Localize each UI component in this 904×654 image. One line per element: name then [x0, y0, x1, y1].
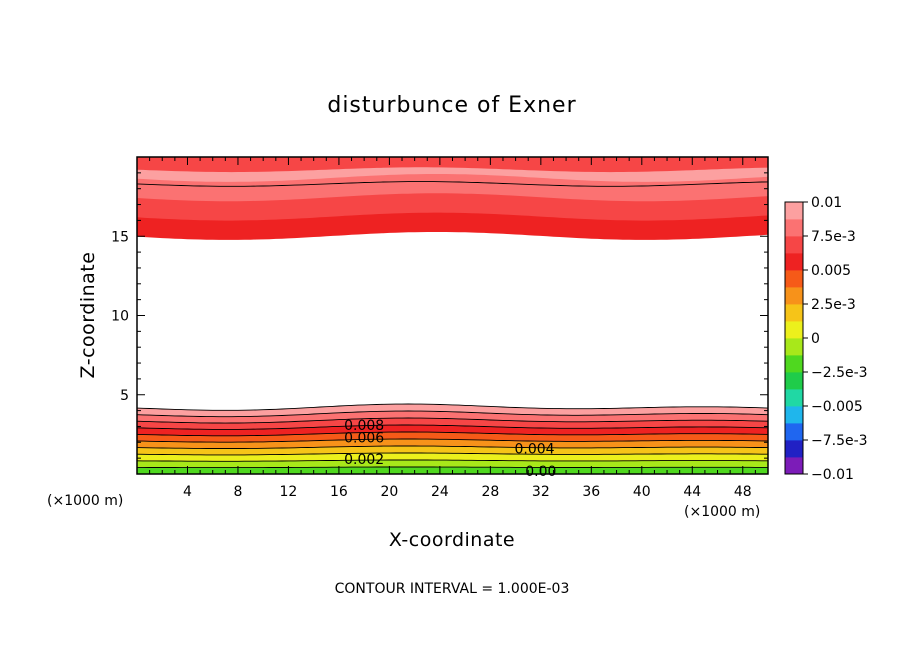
colorbar-swatch	[785, 321, 803, 339]
colorbar-label: −2.5e-3	[811, 365, 868, 381]
colorbar: 0.01 7.5e-3 0.005 2.5e-3 0 −2.5e-3 −0.005 −7.5e…	[784, 195, 868, 483]
contour-line	[137, 410, 768, 418]
colorbar-label: −7.5e-3	[811, 433, 868, 449]
colorbar-label: 0	[811, 331, 820, 347]
contour-line	[137, 438, 768, 443]
y-tick-label: 10	[111, 309, 129, 325]
x-tick-label: 20	[380, 484, 398, 500]
colorbar-swatch	[785, 219, 803, 237]
x-tick-label: 12	[280, 484, 298, 500]
colorbar-swatch	[785, 355, 803, 373]
y-axis-ticks: 5 10 15	[111, 172, 768, 459]
contour-line	[137, 181, 768, 187]
x-tick-label: 36	[582, 484, 600, 500]
colorbar-swatch	[785, 304, 803, 322]
contour-label: 0.006	[344, 431, 384, 447]
colorbar-swatch	[785, 423, 803, 441]
colorbar-swatch	[785, 270, 803, 288]
contour-line	[137, 452, 768, 456]
colorbar-swatch	[785, 389, 803, 407]
x-tick-label: 28	[481, 484, 499, 500]
x-tick-label: 40	[633, 484, 651, 500]
contour-field	[137, 157, 768, 482]
colorbar-label: 0.01	[811, 195, 842, 211]
colorbar-label: 7.5e-3	[811, 229, 856, 245]
colorbar-swatch	[785, 440, 803, 458]
x-tick-label: 16	[330, 484, 348, 500]
y-tick-label: 5	[120, 388, 129, 404]
contour-line	[137, 403, 768, 411]
contour-interval-note: CONTOUR INTERVAL = 1.000E-03	[335, 581, 570, 597]
chart-title: disturbunce of Exner	[327, 93, 576, 118]
x-axis-ticks: 4 8 12 16 20 24 28 32 36 40 44 48	[149, 157, 756, 500]
contour-line	[137, 431, 768, 437]
contour-line	[137, 445, 768, 449]
contour-line	[137, 459, 768, 462]
x-unit-left: (×1000 m)	[47, 493, 123, 509]
contour-label: 0.008	[344, 418, 384, 434]
contour-line	[137, 466, 768, 469]
lower-band	[137, 474, 768, 482]
colorbar-swatch	[785, 253, 803, 271]
colorbar-swatch	[785, 457, 803, 475]
x-tick-label: 24	[431, 484, 449, 500]
x-tick-label: 4	[183, 484, 192, 500]
colorbar-label: 0.005	[811, 263, 851, 279]
contour-label: 0.004	[514, 442, 554, 458]
x-tick-label: 48	[734, 484, 752, 500]
x-axis-label: X-coordinate	[389, 529, 515, 551]
contour-line	[137, 417, 768, 424]
colorbar-swatch	[785, 236, 803, 254]
colorbar-label: −0.01	[811, 467, 854, 483]
colorbar-swatch	[785, 202, 803, 220]
contour-line	[137, 424, 768, 430]
colorbar-swatch	[785, 406, 803, 424]
x-tick-label: 8	[233, 484, 242, 500]
y-axis-label: Z-coordinate	[77, 252, 99, 379]
colorbar-label: 2.5e-3	[811, 297, 856, 313]
x-tick-label: 44	[683, 484, 701, 500]
y-tick-label: 15	[111, 229, 129, 245]
x-tick-label: 32	[532, 484, 550, 500]
top-band	[137, 157, 768, 173]
contour-label: 0.002	[344, 452, 384, 468]
colorbar-swatch	[785, 372, 803, 390]
contour-lines	[137, 181, 768, 469]
colorbar-swatch	[785, 287, 803, 305]
colorbar-label: −0.005	[811, 399, 863, 415]
colorbar-swatch	[785, 338, 803, 356]
x-unit-right: (×1000 m)	[684, 504, 760, 520]
